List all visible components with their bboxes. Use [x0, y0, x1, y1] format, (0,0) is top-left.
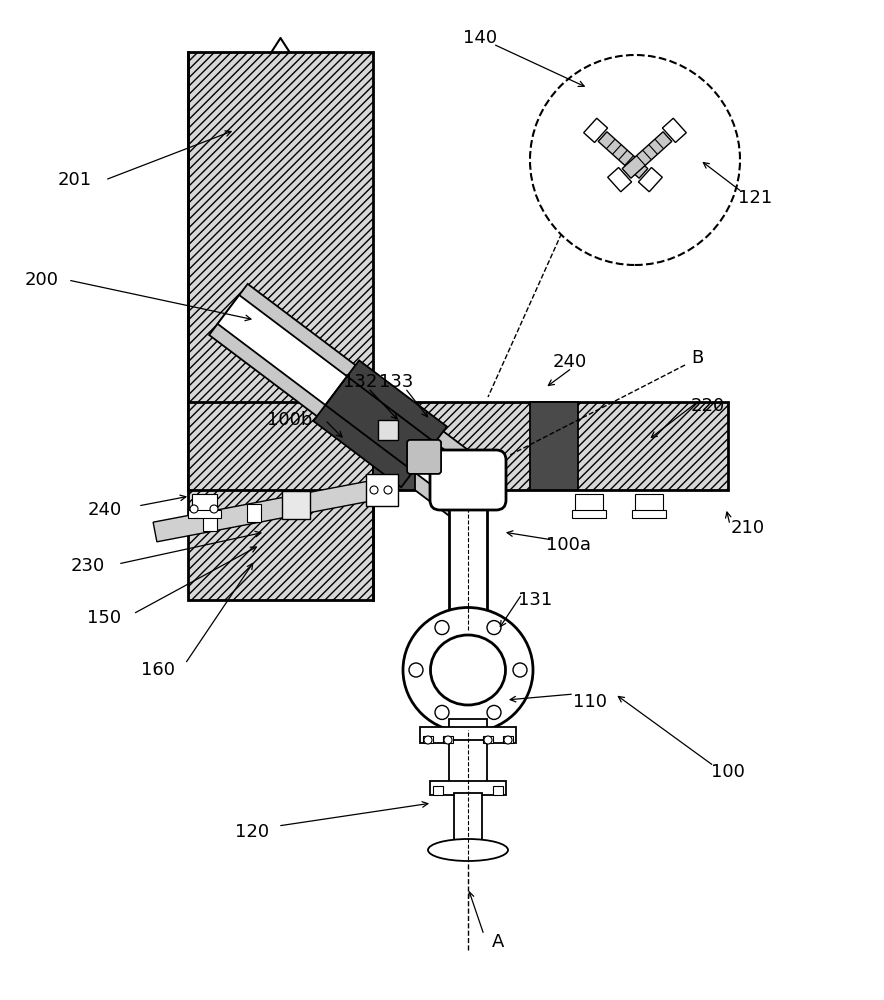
- Text: A: A: [492, 933, 504, 951]
- Bar: [192, 494, 217, 512]
- Circle shape: [484, 736, 492, 744]
- Bar: [203, 512, 217, 530]
- Polygon shape: [607, 167, 631, 192]
- Bar: [247, 504, 261, 522]
- Ellipse shape: [403, 607, 533, 732]
- Text: 240: 240: [88, 501, 122, 519]
- Bar: [378, 420, 398, 440]
- Ellipse shape: [431, 635, 506, 705]
- Text: 100a: 100a: [545, 536, 591, 554]
- Bar: [430, 781, 506, 795]
- Polygon shape: [622, 132, 672, 178]
- Polygon shape: [662, 118, 686, 143]
- Circle shape: [435, 705, 449, 719]
- Bar: [366, 474, 398, 506]
- Circle shape: [384, 486, 392, 494]
- Polygon shape: [583, 118, 607, 143]
- Polygon shape: [210, 284, 487, 516]
- Circle shape: [435, 621, 449, 635]
- Text: 240: 240: [552, 353, 587, 371]
- Bar: [373, 402, 415, 490]
- Text: 131: 131: [518, 591, 552, 609]
- Bar: [493, 786, 503, 795]
- Circle shape: [370, 486, 378, 494]
- Text: 160: 160: [141, 661, 175, 679]
- Text: 133: 133: [379, 373, 413, 391]
- Bar: [483, 736, 493, 743]
- Bar: [530, 402, 578, 490]
- Text: 201: 201: [58, 171, 92, 189]
- Circle shape: [513, 663, 527, 677]
- Circle shape: [409, 663, 423, 677]
- Text: 200: 200: [25, 271, 59, 289]
- Polygon shape: [217, 295, 479, 504]
- Bar: [423, 736, 433, 743]
- Text: 140: 140: [463, 29, 497, 47]
- Text: 220: 220: [691, 397, 725, 415]
- Ellipse shape: [428, 839, 508, 861]
- Text: 150: 150: [87, 609, 121, 627]
- Text: B: B: [691, 349, 703, 367]
- Polygon shape: [638, 167, 662, 192]
- Bar: [188, 402, 728, 490]
- Bar: [449, 719, 487, 735]
- Text: 121: 121: [738, 189, 772, 207]
- Bar: [632, 510, 666, 518]
- Bar: [443, 736, 453, 743]
- Bar: [188, 510, 221, 518]
- Text: 100b: 100b: [267, 411, 313, 429]
- Circle shape: [487, 705, 501, 719]
- Polygon shape: [598, 132, 648, 178]
- Circle shape: [487, 621, 501, 635]
- FancyBboxPatch shape: [407, 440, 441, 474]
- Text: 110: 110: [573, 693, 607, 711]
- Circle shape: [444, 736, 452, 744]
- Polygon shape: [153, 480, 377, 542]
- Text: 120: 120: [235, 823, 269, 841]
- Text: 230: 230: [71, 557, 105, 575]
- Circle shape: [504, 736, 512, 744]
- Circle shape: [210, 505, 218, 513]
- Circle shape: [530, 55, 740, 265]
- Bar: [449, 740, 487, 790]
- Text: 100: 100: [711, 763, 745, 781]
- Bar: [282, 491, 310, 519]
- Text: 210: 210: [731, 519, 765, 537]
- Bar: [433, 786, 443, 795]
- Bar: [449, 490, 487, 630]
- FancyBboxPatch shape: [430, 450, 506, 510]
- Bar: [454, 793, 482, 845]
- Circle shape: [424, 736, 432, 744]
- Bar: [420, 727, 516, 743]
- Circle shape: [190, 505, 198, 513]
- Bar: [503, 736, 513, 743]
- Bar: [635, 494, 663, 512]
- Bar: [575, 494, 603, 512]
- Bar: [188, 52, 373, 600]
- Polygon shape: [313, 360, 447, 487]
- Bar: [572, 510, 606, 518]
- Text: 132: 132: [343, 373, 377, 391]
